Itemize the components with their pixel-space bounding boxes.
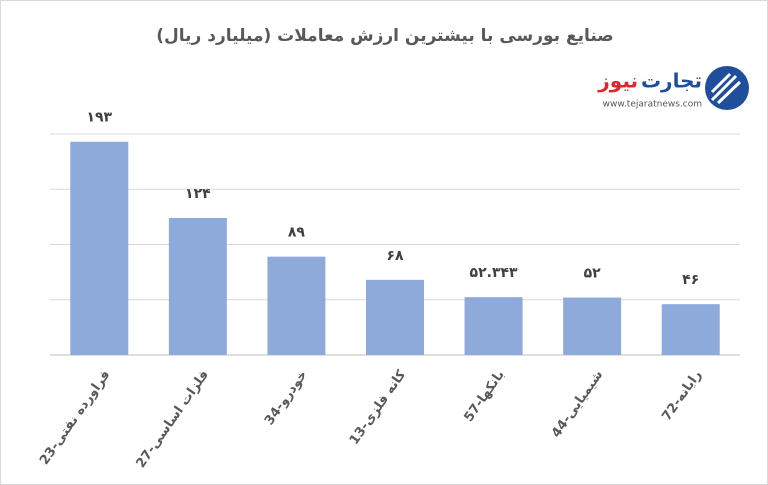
bar	[267, 256, 326, 355]
value-label: ۸۹	[288, 225, 306, 241]
bar	[168, 217, 227, 355]
logo: تجارت نیوز www.tejaratnews.com	[597, 66, 749, 110]
logo-stripes	[710, 72, 742, 105]
bar	[70, 141, 129, 355]
value-label: ۱۲۴	[185, 186, 211, 202]
chart-title: صنایع بورسی با بیشترین ارزش معاملات (میل…	[156, 26, 613, 46]
logo-name-1: تجارت	[641, 69, 702, 93]
logo-name-2: نیوز	[597, 69, 638, 93]
value-label: ۶۸	[386, 248, 404, 264]
logo-url: www.tejaratnews.com	[603, 100, 702, 110]
logo-icon	[705, 66, 749, 110]
value-label: ۴۶	[682, 272, 699, 288]
value-label: ۵۲.۳۴۳	[470, 265, 518, 281]
bar	[661, 304, 720, 355]
value-label: ۱۹۳	[86, 110, 112, 126]
value-label: ۵۲	[584, 266, 602, 282]
bar	[464, 297, 523, 355]
bar	[366, 279, 424, 355]
bar	[563, 297, 622, 355]
